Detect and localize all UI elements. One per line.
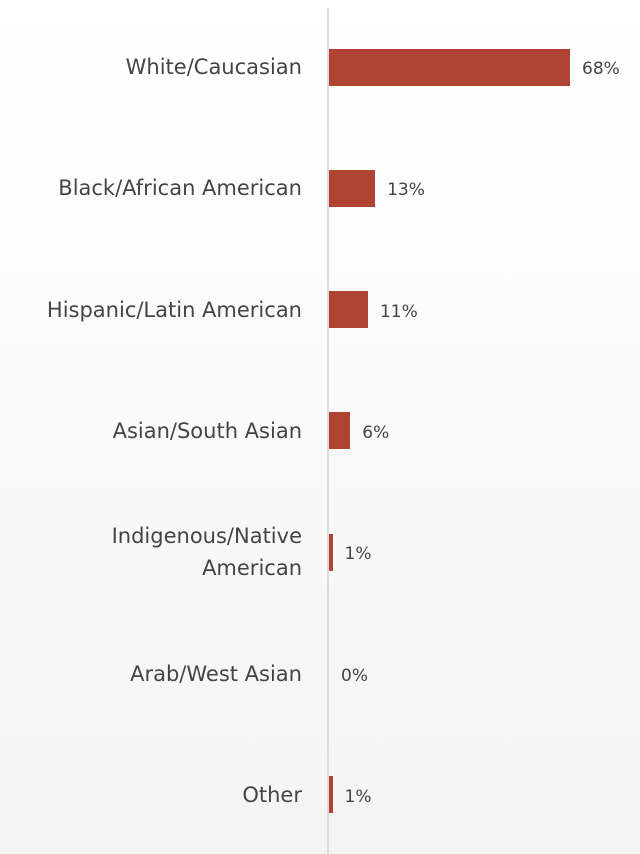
category-label: Other <box>242 782 302 807</box>
category-label: Indigenous/Native American <box>111 524 302 581</box>
bar <box>329 533 333 571</box>
value-label: 0% <box>341 665 368 686</box>
category-label: Hispanic/Latin American <box>46 297 302 322</box>
bar <box>329 169 376 207</box>
value-label: 1% <box>344 786 372 807</box>
category-label: Arab/West Asian <box>130 661 302 686</box>
value-label: 11% <box>379 301 418 322</box>
value-label: 6% <box>362 422 390 443</box>
bar <box>329 776 333 814</box>
bar <box>329 412 351 450</box>
value-label: 1% <box>344 544 372 565</box>
value-label: 68% <box>582 59 620 79</box>
bar <box>329 291 368 329</box>
value-label: 13% <box>387 180 425 201</box>
category-label: Black/African American <box>58 176 302 201</box>
bar <box>329 48 570 86</box>
axis-line <box>327 8 329 854</box>
category-label: Asian/South Asian <box>112 418 302 443</box>
category-label: White/Caucasian <box>125 55 302 79</box>
